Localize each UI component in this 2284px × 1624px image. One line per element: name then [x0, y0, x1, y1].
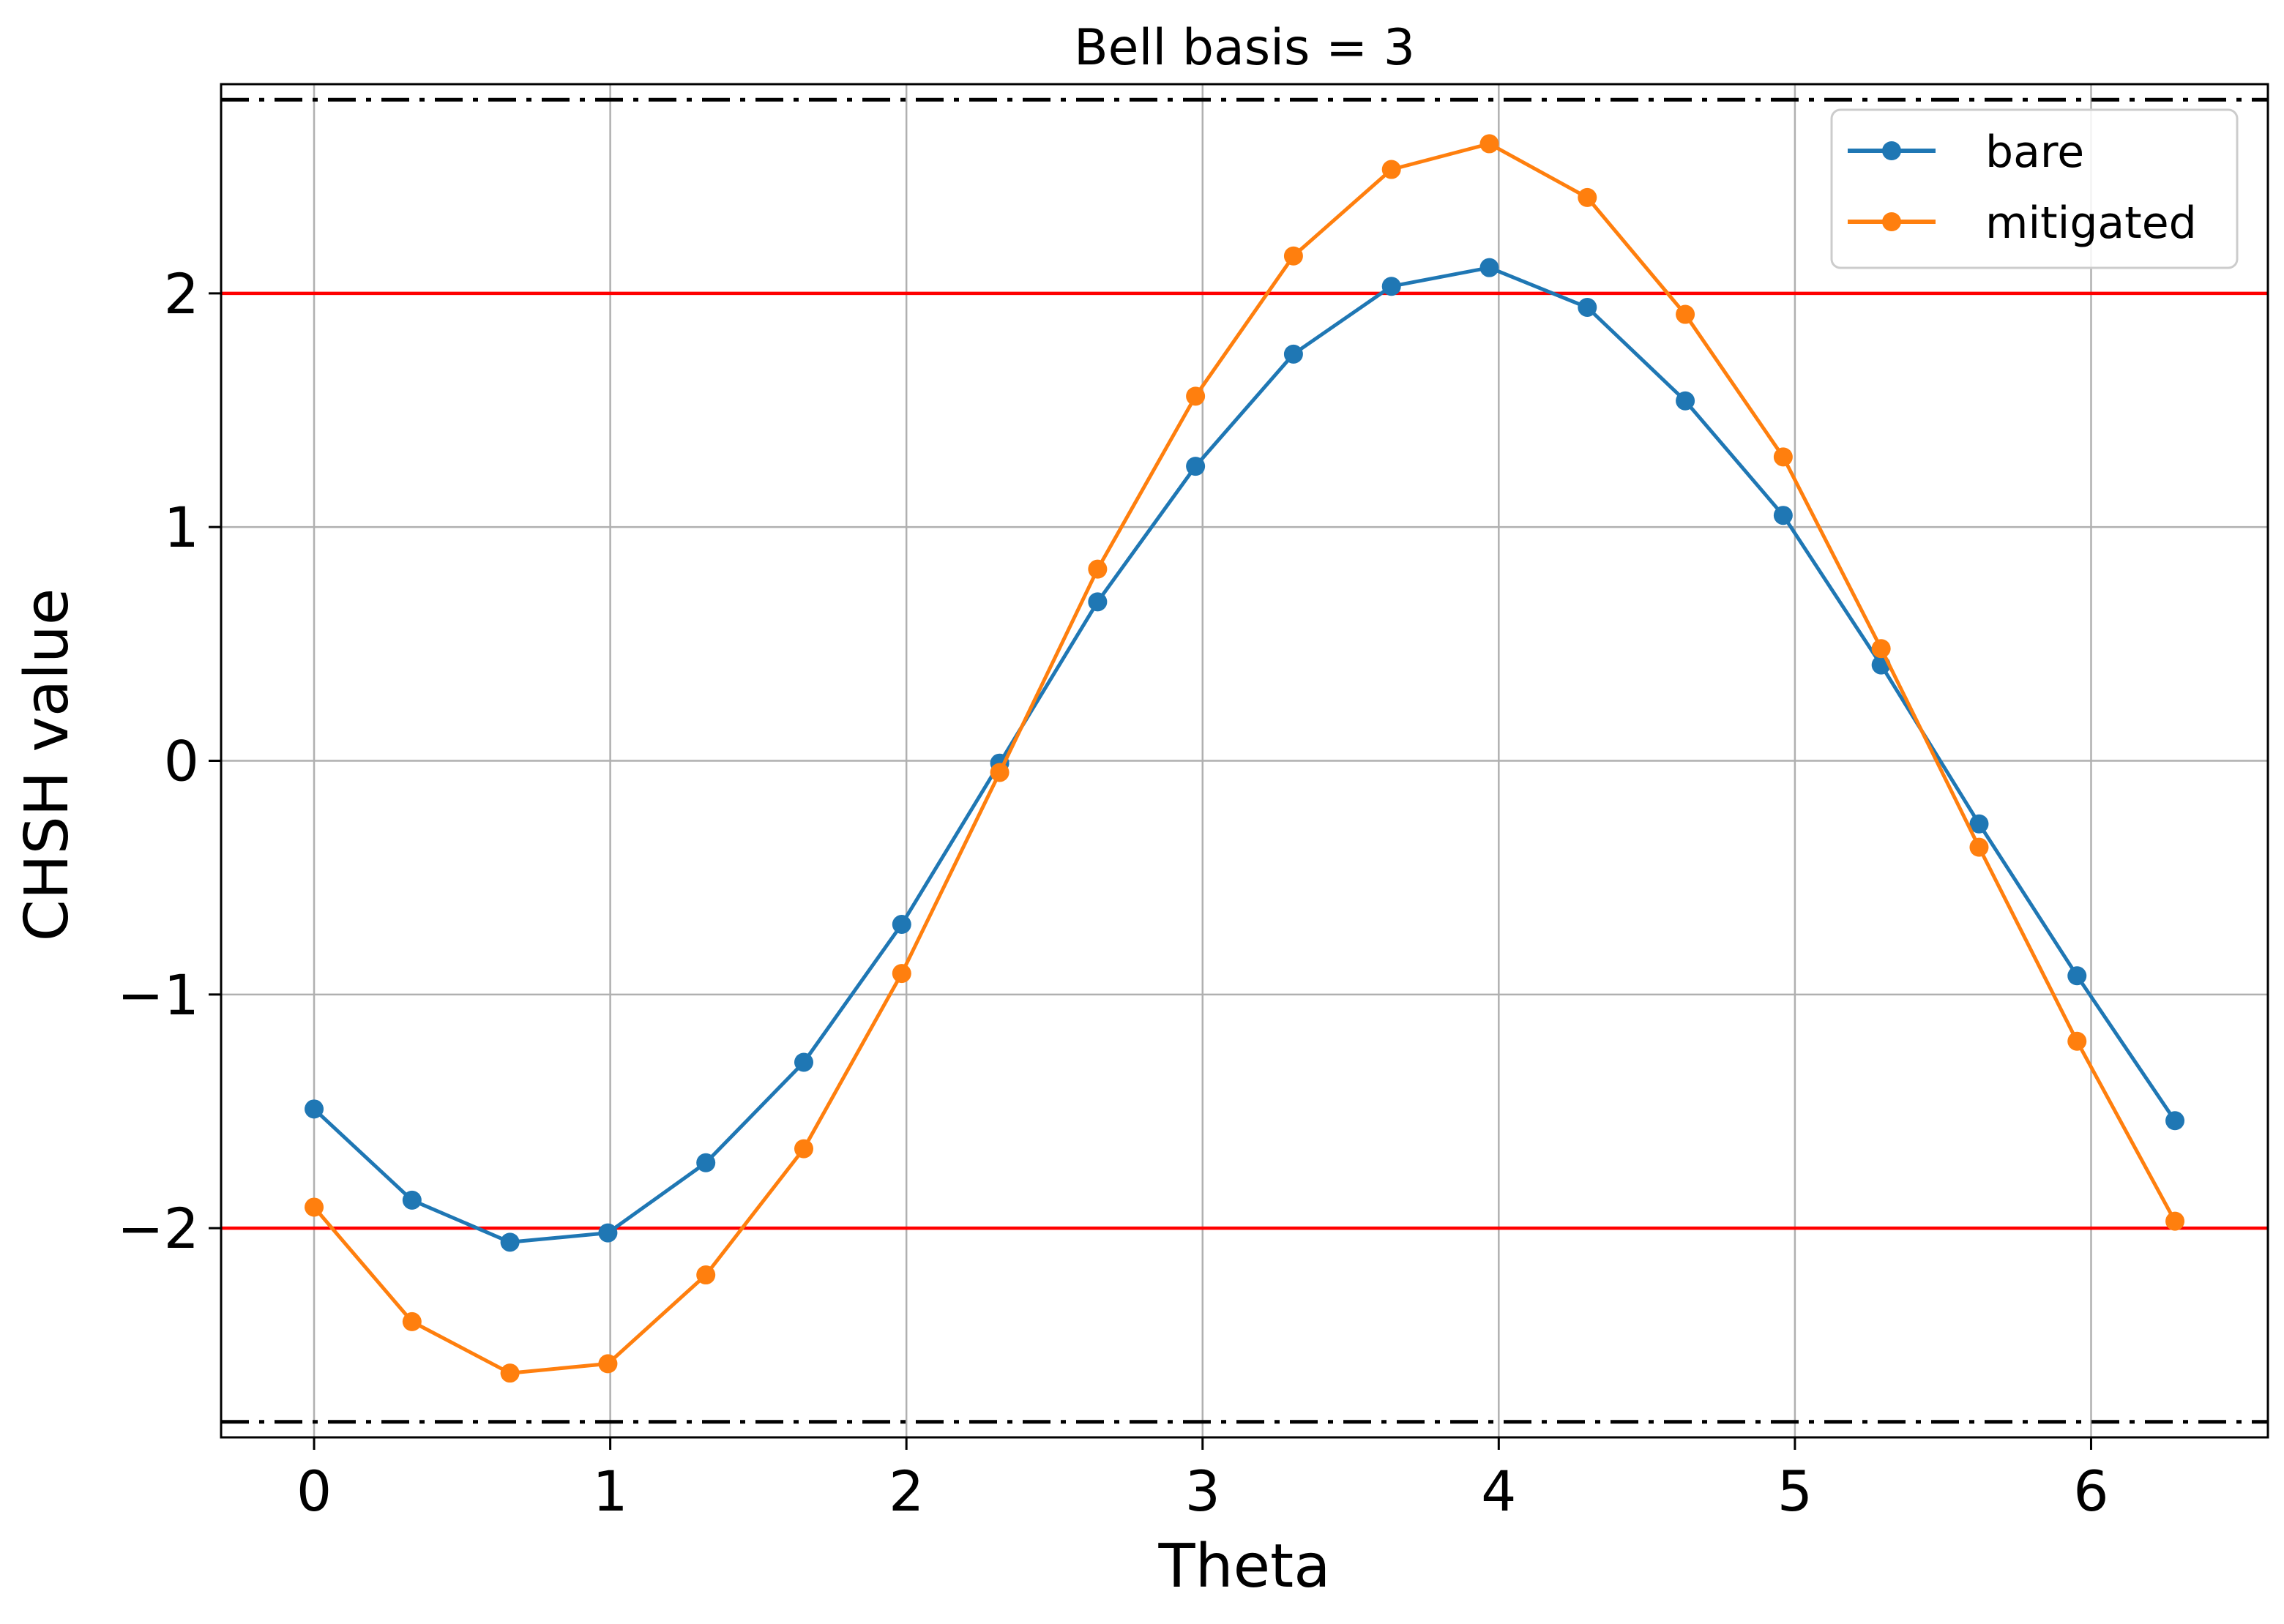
data-point-mitigated — [1676, 304, 1695, 324]
data-point-bare — [1381, 277, 1401, 296]
x-tick-label: 1 — [592, 1459, 627, 1524]
y-ticks: −2 −1 0 1 2 — [117, 261, 221, 1261]
data-point-bare — [598, 1223, 618, 1243]
data-point-bare — [2165, 1111, 2185, 1131]
data-point-mitigated — [598, 1354, 618, 1374]
data-point-mitigated — [1381, 160, 1401, 179]
data-point-bare — [1676, 391, 1695, 411]
data-point-bare — [892, 915, 911, 935]
data-point-mitigated — [990, 763, 1009, 782]
data-point-mitigated — [1283, 246, 1303, 266]
data-point-bare — [2067, 966, 2087, 986]
chart-title: Bell basis = 3 — [1074, 19, 1415, 77]
data-point-bare — [1578, 297, 1597, 317]
x-ticks: 0 1 2 3 4 5 6 — [296, 1437, 2109, 1524]
data-point-mitigated — [892, 964, 911, 984]
y-tick-label: −2 — [117, 1196, 199, 1261]
data-point-mitigated — [1969, 837, 1989, 857]
x-tick-label: 3 — [1185, 1459, 1220, 1524]
data-point-mitigated — [794, 1139, 813, 1159]
data-point-mitigated — [402, 1311, 422, 1331]
data-point-mitigated — [2165, 1211, 2185, 1231]
data-point-mitigated — [1773, 447, 1793, 467]
data-point-mitigated — [1479, 134, 1499, 154]
plot-area — [220, 83, 2269, 1439]
data-point-bare — [500, 1232, 520, 1252]
legend-marker-mitigated — [1882, 212, 1901, 231]
data-point-mitigated — [696, 1265, 716, 1285]
y-tick-label: 1 — [164, 495, 199, 560]
reference-lines — [221, 97, 2268, 1424]
y-tick-label: 2 — [164, 261, 199, 326]
x-tick-label: 4 — [1481, 1459, 1516, 1524]
series-line-mitigated — [313, 141, 2177, 1375]
data-point-bare — [1186, 457, 1206, 476]
data-point-mitigated — [305, 1197, 324, 1217]
y-tick-label: −1 — [117, 962, 199, 1028]
data-point-mitigated — [2067, 1031, 2087, 1051]
x-tick-label: 5 — [1777, 1459, 1813, 1524]
legend-label-bare: bare — [1985, 127, 2084, 178]
data-point-mitigated — [1186, 386, 1206, 406]
data-point-bare — [1479, 258, 1499, 277]
data-point-bare — [305, 1099, 324, 1119]
x-tick-label: 2 — [889, 1459, 924, 1524]
data-point-mitigated — [500, 1363, 520, 1383]
data-point-bare — [1088, 592, 1108, 612]
data-point-bare — [794, 1052, 813, 1072]
data-point-mitigated — [1871, 639, 1891, 659]
series-line-bare — [313, 266, 2177, 1244]
data-point-mitigated — [1578, 187, 1597, 207]
legend: bare mitigated — [1830, 108, 2239, 269]
y-axis-label: CHSH value — [12, 588, 82, 942]
data-point-bare — [1773, 506, 1793, 525]
x-axis-label: Theta — [1158, 1532, 1331, 1601]
data-point-bare — [1283, 344, 1303, 364]
data-point-mitigated — [1088, 559, 1108, 579]
x-tick-label: 0 — [296, 1459, 332, 1524]
legend-marker-bare — [1882, 141, 1901, 160]
legend-label-mitigated: mitigated — [1985, 198, 2197, 249]
x-tick-label: 6 — [2073, 1459, 2108, 1524]
y-tick-label: 0 — [164, 729, 199, 794]
series-layer — [305, 134, 2185, 1383]
data-point-bare — [402, 1190, 422, 1210]
data-point-bare — [1969, 814, 1989, 834]
data-point-bare — [696, 1153, 716, 1172]
